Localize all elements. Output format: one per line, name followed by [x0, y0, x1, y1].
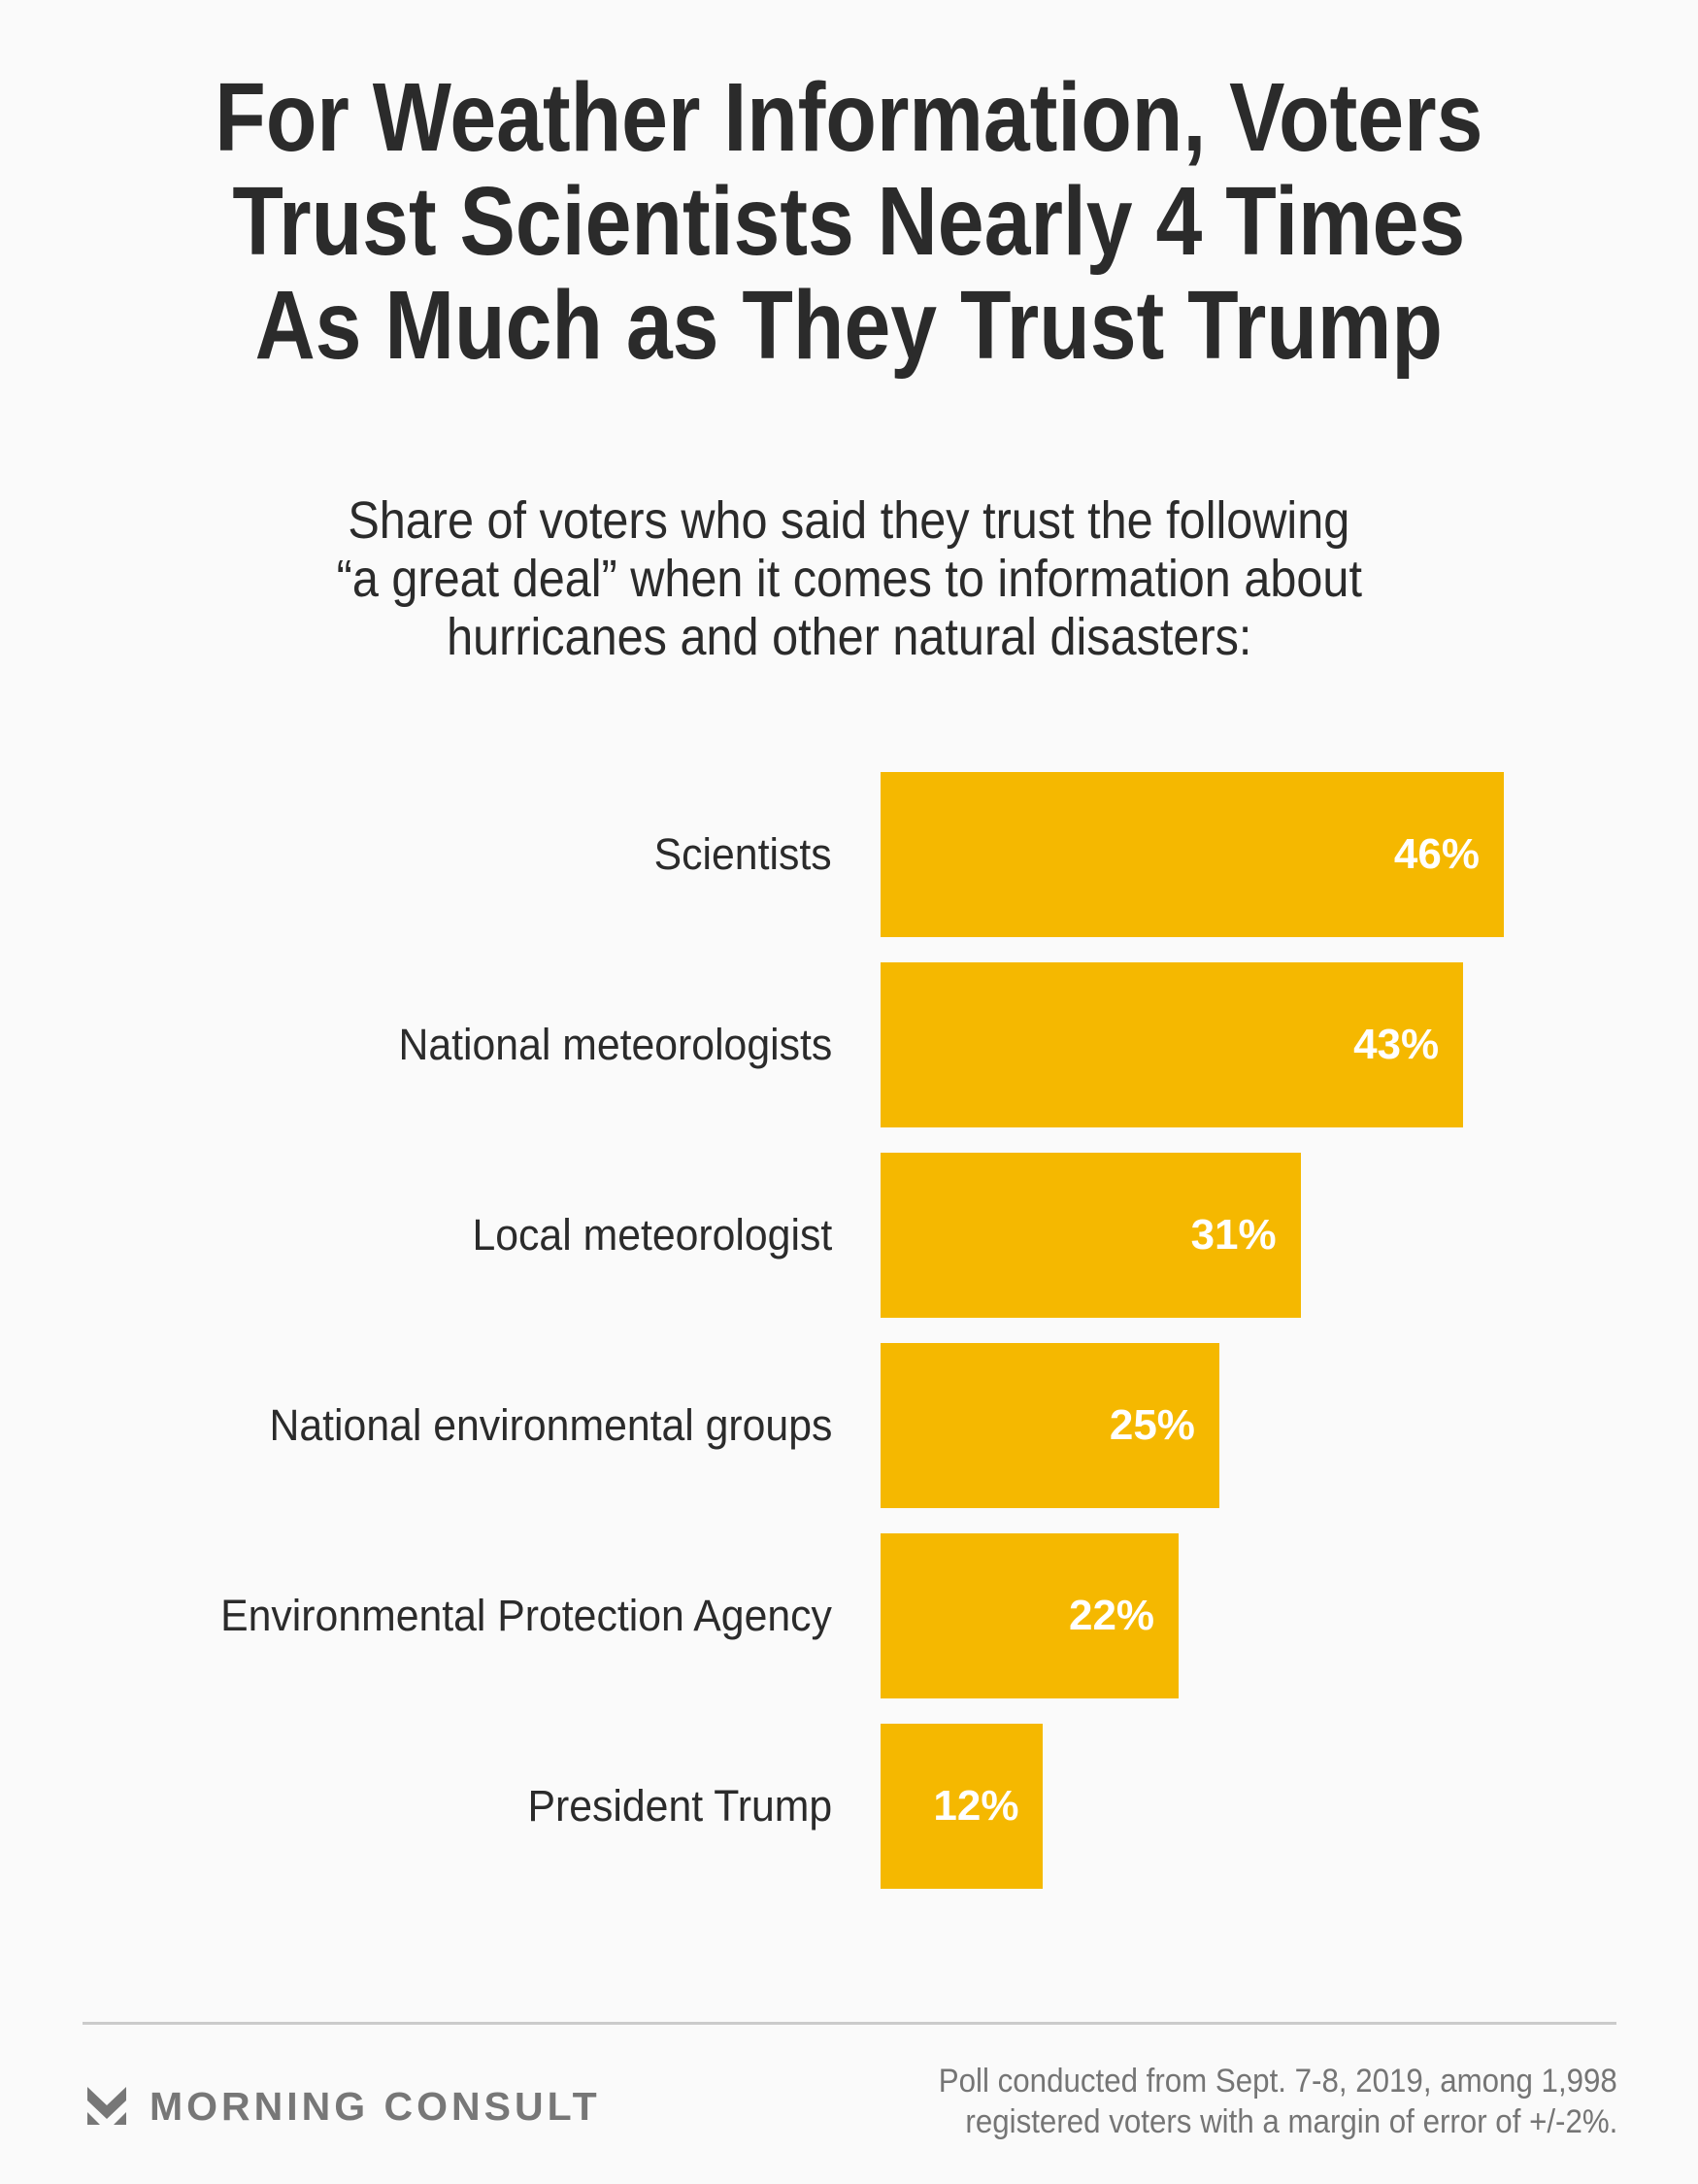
morning-consult-chevron-icon	[87, 2087, 126, 2125]
subtitle-line-3: hurricanes and other natural disasters:	[446, 608, 1252, 666]
note-line-2: registered voters with a margin of error…	[965, 2103, 1617, 2140]
value-label-president-trump: 12%	[933, 1782, 1019, 1830]
category-label-president-trump: President Trump	[527, 1781, 832, 1831]
category-label-national-environmental-groups: National environmental groups	[269, 1400, 832, 1450]
bar-national-environmental-groups	[881, 1343, 1219, 1508]
category-label-national-meteorologists: National meteorologists	[398, 1020, 832, 1069]
category-label-environmental-protection-agency: Environmental Protection Agency	[220, 1591, 832, 1640]
bar-local-meteorologist	[881, 1153, 1301, 1318]
brand-name: MORNING CONSULT	[150, 2083, 601, 2129]
value-label-scientists: 46%	[1393, 830, 1480, 878]
category-label-local-meteorologist: Local meteorologist	[472, 1210, 832, 1260]
value-label-national-meteorologists: 43%	[1353, 1021, 1440, 1068]
bar-environmental-protection-agency	[881, 1533, 1180, 1698]
bar-chart: Scientists 46% National meteorologists 43% L…	[220, 772, 1504, 1889]
value-label-local-meteorologist: 31%	[1190, 1211, 1277, 1259]
value-label-national-environmental-groups: 25%	[1109, 1401, 1195, 1449]
title-line-3: As Much as They Trust Trump	[254, 271, 1444, 380]
chart-title: For Weather Information, Voters Trust Sc…	[0, 66, 1698, 378]
subtitle-line-2: “a great deal” when it comes to informat…	[336, 550, 1362, 608]
subtitle-line-1: Share of voters who said they trust the …	[348, 491, 1350, 550]
bar-national-meteorologists	[881, 962, 1464, 1127]
category-label-scientists: Scientists	[654, 829, 832, 879]
bar-scientists	[881, 772, 1504, 937]
note-line-1: Poll conducted from Sept. 7-8, 2019, amo…	[938, 2063, 1617, 2100]
title-line-1: For Weather Information, Voters	[215, 63, 1483, 172]
methodology-note: Poll conducted from Sept. 7-8, 2019, amo…	[880, 2061, 1617, 2142]
chart-subtitle: Share of voters who said they trust the …	[0, 491, 1698, 666]
brand-logo: MORNING CONSULT	[87, 2083, 601, 2129]
value-label-environmental-protection-agency: 22%	[1068, 1592, 1155, 1639]
bar-president-trump	[881, 1724, 1044, 1889]
footer-divider	[83, 2022, 1616, 2025]
title-line-2: Trust Scientists Nearly 4 Times	[232, 167, 1466, 276]
